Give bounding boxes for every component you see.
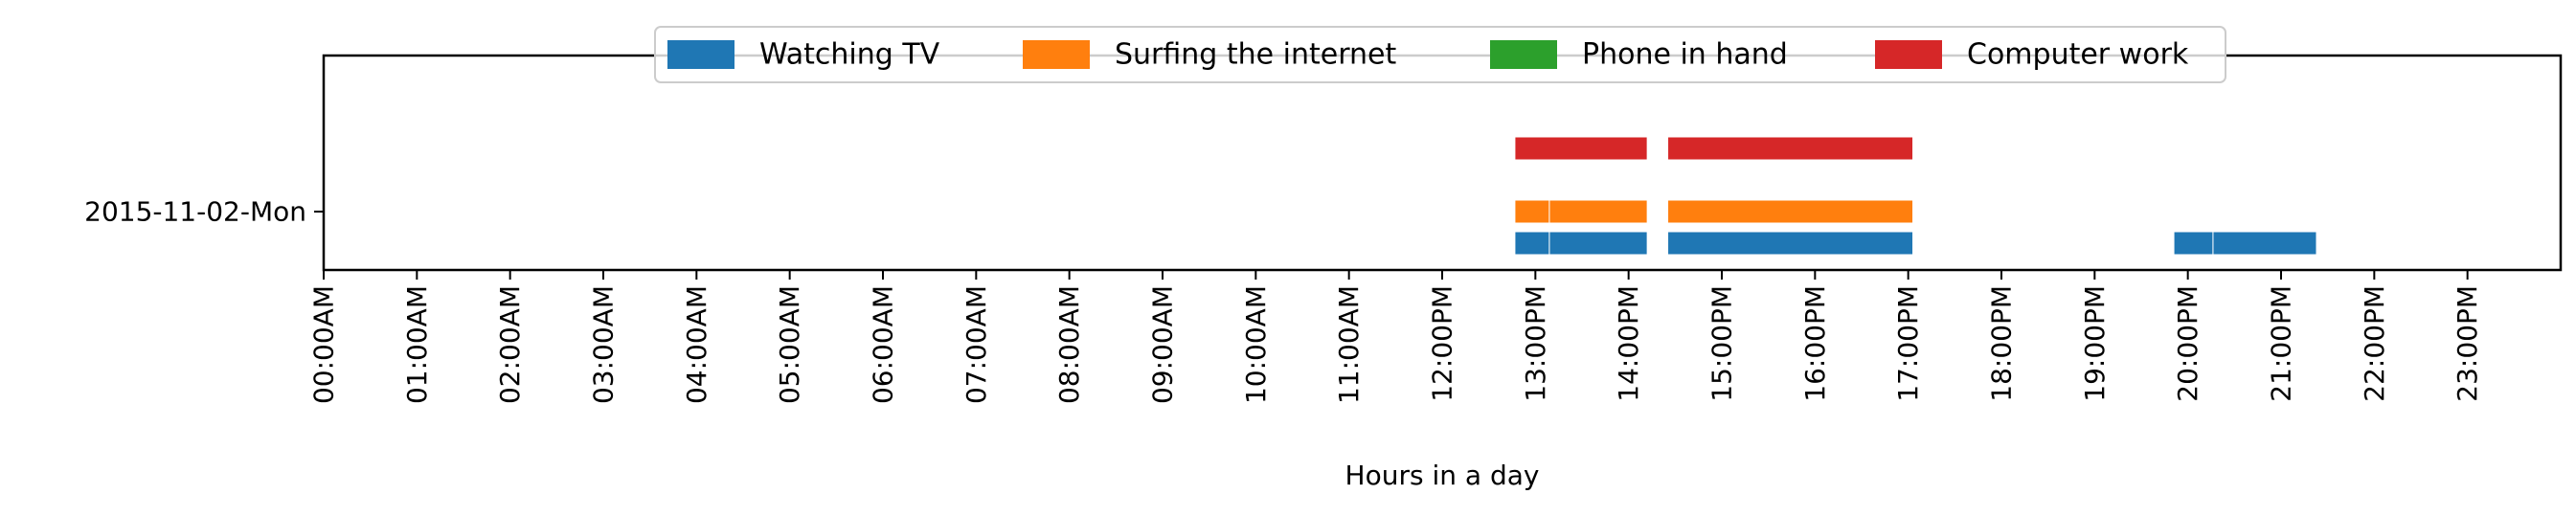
x-tick-label: 02:00AM [494,285,526,404]
x-tick-label: 08:00AM [1053,285,1085,404]
x-tick-label: 15:00PM [1706,285,1738,402]
legend-label: Phone in hand [1582,38,1788,72]
bar-segment [1514,199,1550,224]
y-tick-label: 2015-11-02-Mon [84,196,306,228]
x-tick-label: 07:00AM [960,285,992,404]
bar-segment [1514,231,1550,256]
legend-swatch [1875,40,1942,69]
bar-segment [1667,199,1914,224]
x-tick-label: 13:00PM [1520,285,1551,402]
x-tick-label: 20:00PM [2172,285,2203,402]
x-tick-label: 12:00PM [1427,285,1458,402]
bar-segment [1548,231,1648,256]
legend-label: Computer work [1967,38,2189,72]
legend-label: Surfing the internet [1115,38,1396,72]
x-tick-label: 18:00PM [1986,285,2018,402]
x-axis-label: Hours in a day [1345,460,1540,491]
x-tick-label: 04:00AM [681,285,712,404]
y-axis: 2015-11-02-Mon [84,196,324,228]
legend-swatch [1490,40,1557,69]
x-tick-label: 06:00AM [868,285,899,404]
x-tick-label: 09:00AM [1147,285,1179,404]
x-tick-label: 14:00PM [1613,285,1644,402]
x-tick-label: 22:00PM [2359,285,2390,402]
x-tick-label: 05:00AM [774,285,805,404]
bar-segment [2212,231,2317,256]
bar-segment [1667,231,1914,256]
x-tick-label: 10:00AM [1240,285,1272,404]
bar-segment [1514,136,1648,161]
x-tick-label: 21:00PM [2266,285,2297,402]
legend: Watching TV Surfing the internet Phone in … [654,26,2226,83]
x-tick-label: 01:00AM [401,285,433,404]
x-tick-label: 16:00PM [1799,285,1831,402]
bar-segment [1667,136,1914,161]
x-tick-label: 23:00PM [2452,285,2483,402]
x-tick-label: 17:00PM [1892,285,1924,402]
x-tick-label: 11:00AM [1333,285,1365,404]
x-tick-label: 03:00AM [588,285,620,404]
x-axis: 00:00AM 01:00AM 02:00AM 03:00AM 04:00AM 05:00… [308,270,2483,404]
legend-swatch [1023,40,1090,69]
legend-swatch [667,40,734,69]
x-tick-label: 19:00PM [2079,285,2111,402]
bar-segment [1548,199,1648,224]
bar-segment [2173,231,2214,256]
x-tick-label: 00:00AM [308,285,340,404]
legend-label: Watching TV [759,38,940,72]
bars-layer [1514,136,2317,256]
